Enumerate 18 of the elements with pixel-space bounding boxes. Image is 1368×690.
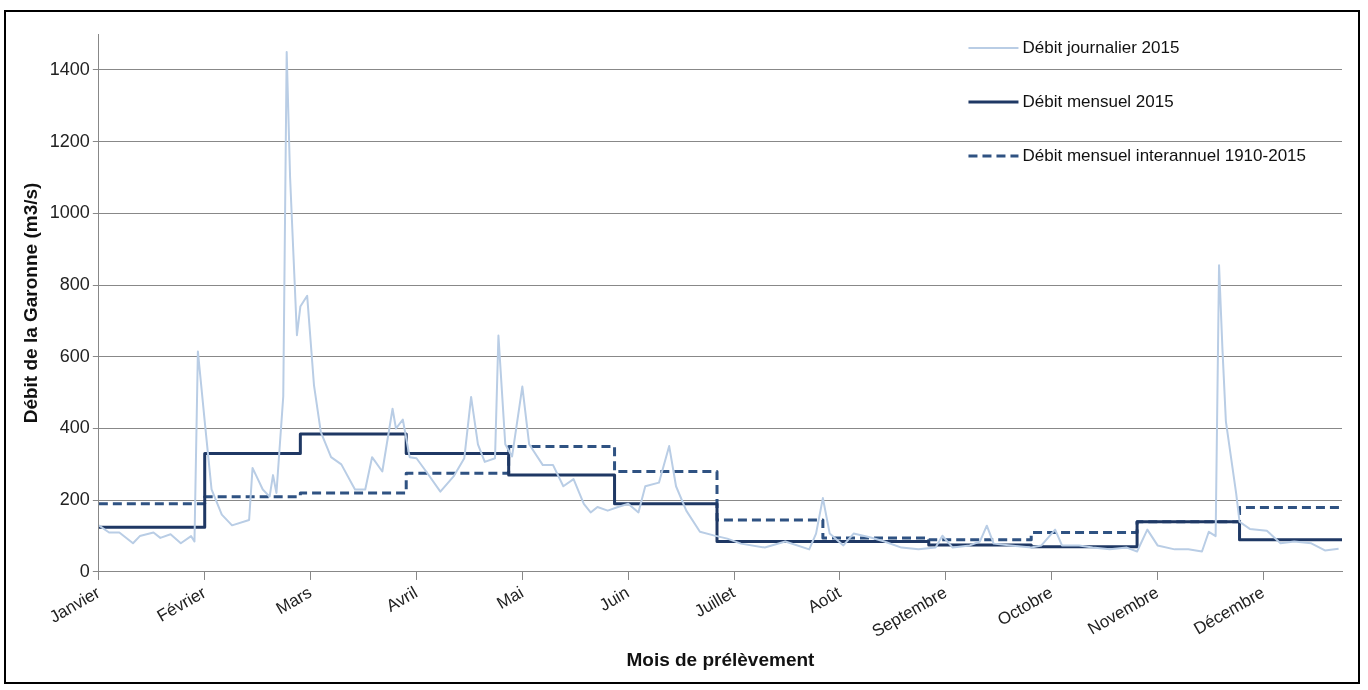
y-tick-label: 800	[59, 274, 90, 295]
y-tick-label: 1200	[49, 130, 90, 151]
y-tick-label: 0	[79, 560, 90, 581]
legend-label: Débit mensuel interannuel 1910-2015	[1022, 145, 1306, 165]
x-tick-label: Avril	[382, 582, 421, 616]
y-tick-label: 400	[59, 417, 90, 438]
y-tick-label: 600	[59, 345, 90, 366]
x-axis-title: Mois de prélèvement	[626, 648, 816, 670]
legend-label: Débit mensuel 2015	[1022, 91, 1174, 111]
y-tick-label: 200	[59, 489, 90, 510]
x-tick-label: Mai	[493, 582, 527, 613]
y-axis-title: Débit de la Garonne (m3/s)	[19, 182, 41, 424]
legend-label: Débit journalier 2015	[1022, 37, 1180, 57]
x-tick-label: Août	[804, 582, 845, 617]
y-tick-label: 1000	[49, 202, 90, 223]
x-tick-label: Mars	[272, 582, 315, 619]
y-tick-label: 1400	[49, 58, 90, 79]
x-tick-label: Juin	[596, 582, 633, 615]
